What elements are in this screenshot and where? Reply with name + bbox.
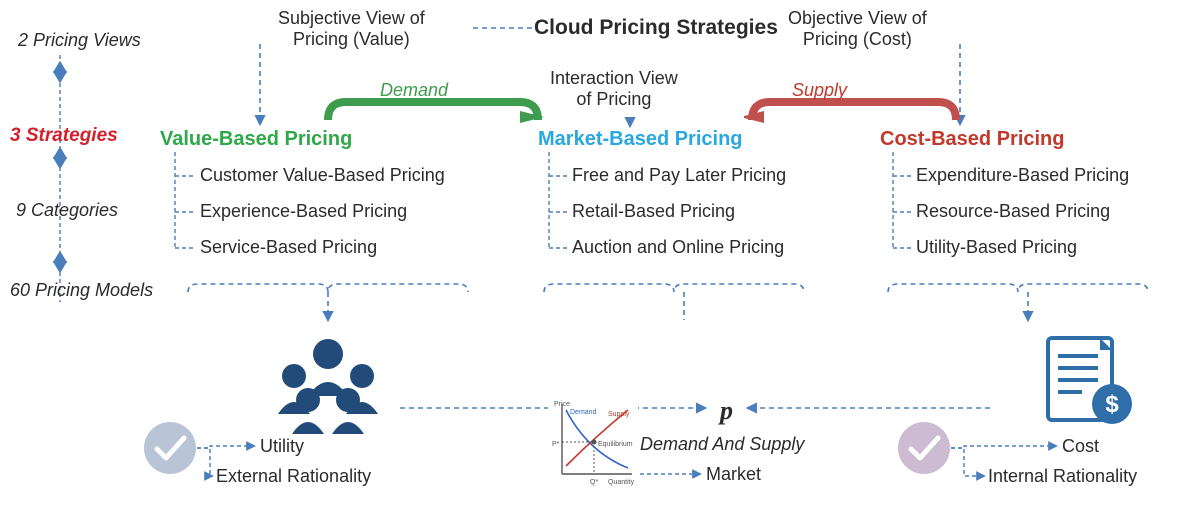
svg-text:Equilibrium: Equilibrium [598, 441, 633, 448]
market-item-0: Free and Pay Later Pricing [572, 165, 786, 186]
value-item-0: Customer Value-Based Pricing [200, 165, 445, 186]
svg-text:Quantity: Quantity [608, 479, 635, 486]
internal-rationality-label: Internal Rationality [988, 466, 1137, 487]
demand-and-supply-label: Demand And Supply [640, 434, 804, 455]
people-icon [258, 326, 398, 436]
market-strategy-title: Market-Based Pricing [538, 128, 743, 151]
cost-label: Cost [1062, 436, 1099, 457]
supply-label: Supply [792, 80, 847, 101]
value-item-1: Experience-Based Pricing [200, 201, 407, 222]
diagram-title: Cloud Pricing Strategies [534, 16, 778, 40]
external-rationality-label: External Rationality [216, 466, 371, 487]
svg-text:P*: P* [552, 441, 560, 448]
utility-label: Utility [260, 436, 304, 457]
price-symbol: p [720, 396, 733, 426]
supply-demand-chart-icon: Price Demand Supply Equilibrium P* Q* Qu… [548, 396, 638, 486]
value-strategy-title: Value-Based Pricing [160, 128, 352, 151]
cost-item-0: Expenditure-Based Pricing [916, 165, 1129, 186]
objective-view-label: Objective View of Pricing (Cost) [788, 8, 927, 50]
svg-text:Demand: Demand [570, 409, 597, 416]
interaction-view-label: Interaction View of Pricing [550, 68, 678, 110]
level-categories: 9 Categories [16, 200, 118, 221]
svg-text:Q*: Q* [590, 479, 598, 486]
subjective-view-label: Subjective View of Pricing (Value) [278, 8, 425, 50]
value-item-2: Service-Based Pricing [200, 237, 377, 258]
check-icon-left [142, 420, 198, 476]
level-views: 2 Pricing Views [18, 30, 141, 51]
cost-item-2: Utility-Based Pricing [916, 237, 1077, 258]
cost-item-1: Resource-Based Pricing [916, 201, 1110, 222]
level-strategies: 3 Strategies [10, 125, 118, 147]
svg-text:$: $ [1105, 391, 1119, 418]
cost-strategy-title: Cost-Based Pricing [880, 128, 1064, 151]
level-models: 60 Pricing Models [10, 280, 153, 301]
svg-text:Price: Price [554, 401, 570, 408]
demand-label: Demand [380, 80, 448, 101]
check-icon-right [896, 420, 952, 476]
market-label: Market [706, 464, 761, 485]
document-cost-icon: $ [1042, 332, 1152, 432]
market-item-2: Auction and Online Pricing [572, 237, 784, 258]
supply-arrow [744, 96, 964, 126]
svg-text:Supply: Supply [608, 411, 630, 418]
market-item-1: Retail-Based Pricing [572, 201, 735, 222]
